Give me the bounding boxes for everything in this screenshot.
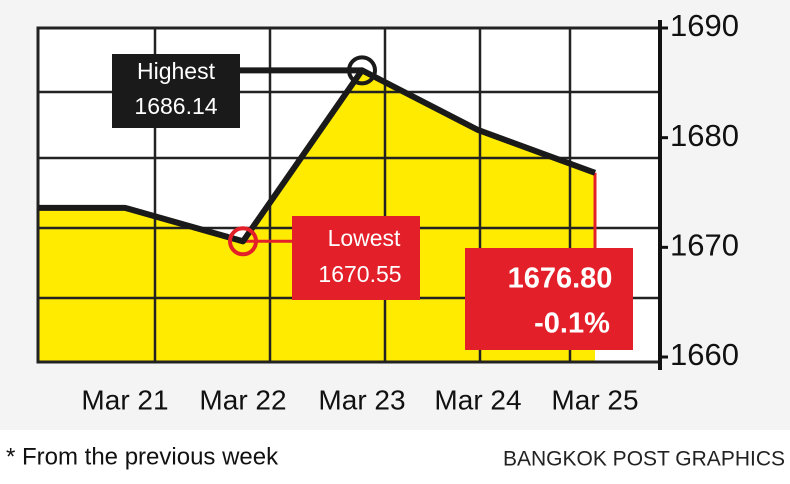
- lowest-value: 1670.55: [318, 261, 401, 287]
- x-tick-label: Mar 21: [81, 384, 168, 415]
- y-tick-label: 1690: [670, 8, 739, 43]
- footer: [0, 430, 790, 484]
- last-box: [465, 248, 633, 350]
- x-tick-label: Mar 23: [318, 384, 405, 415]
- highest-value: 1686.14: [134, 93, 217, 119]
- lowest-marker: [228, 226, 258, 257]
- x-tick-label: Mar 25: [551, 384, 638, 415]
- footnote: * From the previous week: [6, 443, 279, 470]
- credit: BANGKOK POST GRAPHICS: [503, 448, 785, 471]
- last-value: 1676.80: [508, 263, 613, 295]
- highest-box: [112, 54, 240, 128]
- x-tick-label: Mar 24: [434, 384, 521, 415]
- line: [38, 67, 597, 245]
- highest-label: Highest: [137, 58, 216, 84]
- x-tick-label: Mar 22: [199, 384, 286, 415]
- highest-marker: [347, 55, 377, 86]
- y-tick-label: 1660: [670, 337, 739, 372]
- y-tick-label: 1670: [670, 228, 739, 263]
- y-tick-label: 1680: [670, 118, 739, 153]
- lowest-box: [292, 216, 420, 300]
- lowest-label: Lowest: [328, 225, 401, 251]
- last-change: -0.1%: [534, 308, 610, 340]
